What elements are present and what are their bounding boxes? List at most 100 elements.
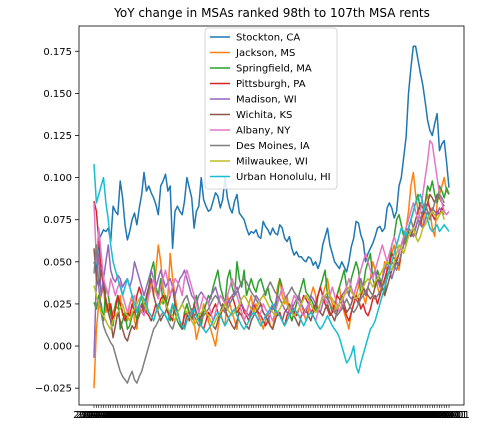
x-tick-label: 2014-01: [283, 410, 325, 421]
x-tick-label: 2014-01: [161, 410, 203, 421]
legend-label: Milwaukee, WI: [236, 157, 308, 168]
x-tick-label: 2014-01: [400, 410, 442, 421]
x-tick-label: 2014-01: [304, 410, 346, 421]
x-tick-label: 2014-01: [187, 410, 229, 421]
x-tick-label: 2014-01: [366, 410, 408, 421]
y-tick-label: 0.025: [43, 299, 72, 310]
x-tick-label: 2014-01: [195, 410, 237, 421]
x-tick-label: 2014-01: [245, 410, 287, 421]
x-axis: 2014-012014-012014-012014-012014-012014-…: [73, 405, 470, 421]
y-tick-label: 0.050: [43, 257, 72, 268]
x-tick-label: 2014-01: [197, 410, 239, 421]
x-tick-label: 2014-01: [352, 410, 394, 421]
x-tick-label: 2014-01: [361, 410, 403, 421]
x-tick-label: 2014-01: [180, 410, 222, 421]
x-tick-label: 2014-01: [140, 410, 182, 421]
x-tick-label: 2014-01: [411, 410, 453, 421]
x-tick-label: 2014-01: [247, 410, 289, 421]
x-tick-label: 2014-01: [128, 410, 170, 421]
x-tick-label: 2014-01: [185, 410, 227, 421]
x-tick-label: 2014-01: [309, 410, 351, 421]
x-tick-label: 2014-01: [223, 410, 265, 421]
x-tick-label: 2014-01: [123, 410, 165, 421]
y-tick-label: 0.125: [43, 131, 72, 142]
x-tick-label: 2014-01: [80, 410, 122, 421]
x-tick-label: 2014-01: [423, 410, 465, 421]
x-tick-label: 2014-01: [397, 410, 439, 421]
x-tick-label: 2014-01: [307, 410, 349, 421]
x-tick-label: 2014-01: [273, 410, 315, 421]
x-tick-label: 2014-01: [321, 410, 363, 421]
legend-label: Madison, WI: [236, 95, 297, 106]
x-tick-label: 2014-01: [183, 410, 225, 421]
x-tick-label: 2014-01: [192, 410, 234, 421]
y-tick-label: 0.150: [43, 89, 72, 100]
x-tick-label: 2014-01: [404, 410, 446, 421]
x-tick-label: 2014-01: [333, 410, 375, 421]
legend-box: [204, 27, 338, 190]
x-tick-label: 2014-01: [235, 410, 277, 421]
x-tick-label: 2014-01: [299, 410, 341, 421]
x-tick-label: 2014-01: [209, 410, 251, 421]
y-axis: −0.025 0.000 0.025 0.050 0.075 0.100 0.125 0.15…: [35, 47, 79, 395]
x-tick-label: 2014-01: [83, 410, 125, 421]
x-tick-label: 2014-01: [278, 410, 320, 421]
x-tick-label: 2014-01: [218, 410, 260, 421]
x-tick-label: 2014-01: [388, 410, 430, 421]
legend-label: Pittsburgh, PA: [236, 79, 306, 90]
x-tick-label: 2014-01: [168, 410, 210, 421]
x-tick-label: 2014-01: [316, 410, 358, 421]
x-tick-label: 2014-01: [276, 410, 318, 421]
y-tick-label: 0.000: [43, 342, 72, 353]
x-tick-label: 2014-01: [242, 410, 284, 421]
x-tick-label: 2014-01: [106, 410, 148, 421]
x-tick-label: 2014-01: [190, 410, 232, 421]
x-tick-label: 2014-01: [85, 410, 127, 421]
plot-frame: [78, 25, 465, 406]
x-tick-label: 2014-01: [421, 410, 463, 421]
x-tick-label: 2014-01: [426, 410, 468, 421]
x-tick-label: 2014-01: [111, 410, 153, 421]
x-tick-label: 2014-01: [288, 410, 330, 421]
x-tick-label: 2014-01: [319, 410, 361, 421]
x-tick-label: 2014-01: [216, 410, 258, 421]
x-tick-label: 2014-01: [118, 410, 160, 421]
x-tick-label: 2014-01: [228, 410, 270, 421]
x-tick-label: 2014-01: [292, 410, 334, 421]
x-tick-label: 2014-01: [257, 410, 299, 421]
x-tick-label: 2014-01: [95, 410, 137, 421]
x-tick-label: 2014-01: [178, 410, 220, 421]
series-line-1: [93, 171, 450, 389]
x-tick-label: 2014-01: [347, 410, 389, 421]
plot-area: [93, 45, 450, 389]
x-tick-label: 2014-01: [102, 410, 144, 421]
x-tick-label: 2014-01: [390, 410, 432, 421]
x-tick-label: 2014-01: [226, 410, 268, 421]
x-tick-label: 2014-01: [133, 410, 175, 421]
x-tick-label: 2014-01: [271, 410, 313, 421]
series-line-5: [93, 193, 445, 342]
x-tick-label: 2014-01: [233, 410, 275, 421]
x-tick-label: 2014-01: [280, 410, 322, 421]
x-tick-label: 2014-01: [173, 410, 215, 421]
x-tick-label: 2014-01: [116, 410, 158, 421]
x-tick-label: 2014-01: [92, 410, 134, 421]
legend-label: Stockton, CA: [236, 33, 300, 44]
x-tick-label: 2014-01: [252, 410, 294, 421]
x-tick-label: 2014-01: [166, 410, 208, 421]
x-tick-label: 2014-01: [137, 410, 179, 421]
legend: Stockton, CA Jackson, MS Springfield, MA Pi…: [204, 27, 338, 190]
x-tick-label: 2014-01: [156, 410, 198, 421]
legend-label: Albany, NY: [236, 126, 291, 137]
x-tick-label: 2014-01: [395, 410, 437, 421]
x-tick-label: 2014-01: [211, 410, 253, 421]
y-tick-label: −0.025: [35, 384, 72, 395]
x-tick-label: 2014-01: [371, 410, 413, 421]
x-tick-label: 2014-01: [240, 410, 282, 421]
series-line-9: [93, 164, 450, 374]
x-tick-label: 2014-01: [409, 410, 451, 421]
legend-label: Des Moines, IA: [236, 141, 310, 152]
series-line-0: [93, 45, 450, 273]
x-tick-label: 2014-01: [385, 410, 427, 421]
x-tick-label: 2014-01: [90, 410, 132, 421]
